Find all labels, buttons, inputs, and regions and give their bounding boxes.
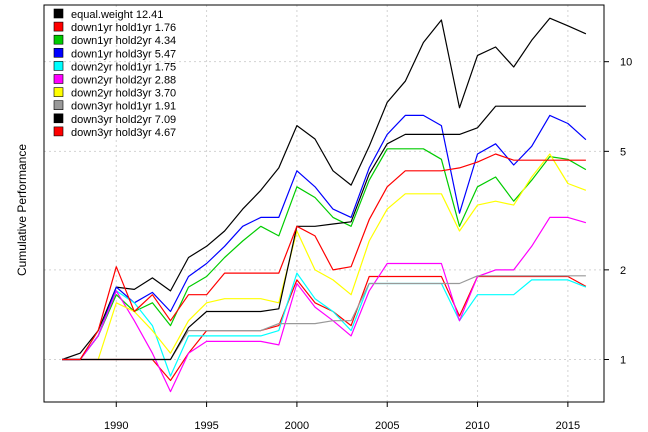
x-tick-label: 2010 (465, 420, 489, 432)
series-line-down2yr-hold2yr (62, 216, 587, 393)
legend-swatch (53, 34, 64, 45)
y-tick-label: 1 (620, 355, 626, 367)
legend-label: down3yr hold3yr 4.67 (71, 127, 176, 139)
y-tick-label: 10 (620, 57, 632, 69)
series-line-down2yr-hold3yr (97, 153, 587, 360)
legend-label: down1yr hold1yr 1.76 (71, 22, 176, 34)
legend-swatch (53, 100, 64, 110)
legend-swatch (53, 21, 64, 32)
axes: 1990 1995 2000 2005 2010 2015 1 2 5 10 (104, 57, 632, 432)
plot-frame (43, 4, 605, 403)
legend-label: down1yr hold3yr 5.47 (71, 48, 176, 60)
legend-label: down2yr hold3yr 3.70 (71, 88, 176, 100)
legend-label: down2yr hold1yr 1.75 (71, 61, 176, 73)
legend-label: down2yr hold2yr 2.88 (71, 75, 176, 87)
legend-swatch (53, 113, 64, 124)
x-tick-label: 1990 (104, 420, 128, 432)
x-tick-label: 2005 (375, 420, 399, 432)
legend-swatch (53, 126, 64, 137)
y-tick-label: 2 (620, 265, 626, 277)
series-line-down3yr-hold2yr (62, 105, 586, 361)
series-line-down1yr-hold3yr (62, 114, 587, 361)
legend-label: down3yr hold2yr 7.09 (71, 114, 176, 126)
x-tick-label: 2015 (556, 420, 580, 432)
legend-swatch (53, 47, 64, 58)
series-line-down1yr-hold2yr (62, 148, 587, 361)
legend-label: equal.weight 12.41 (71, 9, 163, 21)
x-tick-label: 2000 (285, 420, 309, 432)
series-line-down3yr-hold3yr (62, 153, 586, 361)
legend-label: down1yr hold2yr 4.34 (71, 35, 176, 47)
x-tick-label: 1995 (194, 420, 218, 432)
series-lines (61, 17, 587, 393)
y-tick-label: 5 (620, 146, 626, 158)
legend-swatch (53, 87, 64, 97)
series-line-down1yr-hold1yr (62, 275, 587, 382)
legend-label: down3yr hold1yr 1.91 (71, 101, 176, 113)
legend-swatch (53, 74, 64, 84)
series-line-down2yr-hold1yr (62, 272, 587, 377)
legend-swatch (53, 61, 64, 71)
series-line-equal-weight (61, 17, 587, 361)
y-axis-title: Cumulative Performance (15, 144, 29, 276)
legend-swatch (53, 8, 64, 19)
